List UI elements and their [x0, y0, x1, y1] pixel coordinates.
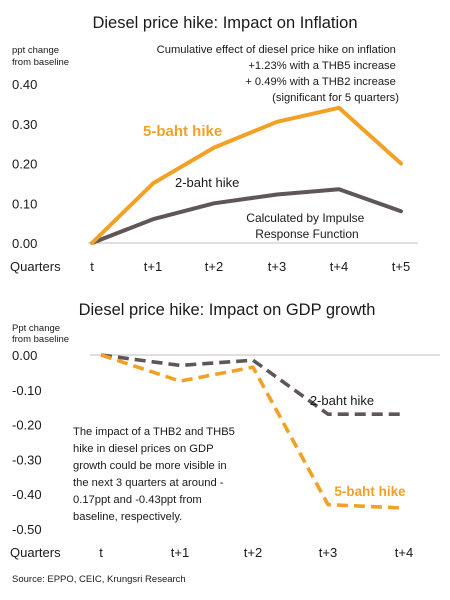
inflation-5-baht-label: 5-baht hike	[143, 123, 222, 140]
inflation-chart-title: Diesel price hike: Impact on Inflation	[92, 14, 357, 32]
gdp-5-baht-label: 5-baht hike	[334, 484, 406, 499]
inflation-note: Cumulative effect of diesel price hike o…	[157, 44, 400, 104]
gdp-y-tick-label: -0.20	[12, 418, 42, 433]
inflation-x-tick-label: t	[90, 259, 94, 274]
inflation-x-tick-label: t+3	[268, 259, 286, 274]
inflation-chart: Diesel price hike: Impact on Inflation p…	[10, 14, 418, 274]
inflation-x-tick-label: t+1	[144, 259, 162, 274]
gdp-x-tick-label: t+1	[171, 545, 189, 560]
inflation-y-tick-label: 0.20	[12, 157, 37, 172]
gdp-x-tick-label: t+3	[319, 545, 337, 560]
inflation-y-ticks: 0.00 0.10 0.20 0.30 0.40	[12, 77, 37, 251]
gdp-y-tick-label: -0.10	[12, 383, 42, 398]
inflation-y-tick-label: 0.10	[12, 196, 37, 211]
gdp-note: The impact of a THB2 and THB5 hike in di…	[73, 426, 238, 523]
inflation-x-tick-label: t+4	[330, 259, 348, 274]
gdp-note-line-2: hike in diesel prices on GDP	[73, 443, 213, 455]
gdp-series	[100, 353, 405, 510]
inflation-y-axis-label: ppt change from baseline	[12, 45, 69, 68]
inflation-x-axis-label: Quarters	[10, 259, 61, 274]
gdp-y-axis-label-line-2: from baseline	[12, 334, 69, 345]
gdp-note-line-1: The impact of a THB2 and THB5	[73, 426, 235, 438]
gdp-x-axis-label: Quarters	[10, 545, 61, 560]
gdp-x-tick-label: t	[99, 545, 103, 560]
inflation-y-tick-label: 0.00	[12, 236, 37, 251]
source-note: Source: EPPO, CEIC, Krungsri Research	[12, 574, 186, 585]
gdp-5-baht-hike-line	[100, 353, 405, 510]
inflation-y-axis-label-line-1: ppt change	[12, 45, 59, 56]
inflation-note-line-1: Cumulative effect of diesel price hike o…	[157, 44, 396, 56]
gdp-2-baht-hike-line	[100, 353, 404, 417]
gdp-note-line-4: the next 3 quarters at around -	[73, 477, 224, 489]
inflation-note-line-2: +1.23% with a THB5 increase	[248, 60, 396, 72]
inflation-y-tick-label: 0.30	[12, 117, 37, 132]
gdp-y-tick-label: -0.50	[12, 522, 42, 537]
gdp-x-tick-label: t+2	[244, 545, 262, 560]
inflation-method-note-line-2: Response Function	[255, 227, 358, 241]
gdp-y-tick-label: 0.00	[12, 348, 37, 363]
gdp-y-tick-label: -0.30	[12, 452, 42, 467]
gdp-x-tick-label: t+4	[395, 545, 413, 560]
gdp-y-axis-label: Ppt change from baseline	[12, 323, 69, 345]
gdp-y-tick-label: -0.40	[12, 487, 42, 502]
inflation-x-tick-label: t+5	[392, 259, 410, 274]
gdp-chart: Diesel price hike: Impact on GDP growth …	[10, 301, 440, 560]
gdp-note-line-5: 0.17ppt and -0.43ppt from	[73, 494, 202, 506]
inflation-x-ticks: t t+1 t+2 t+3 t+4 t+5	[90, 259, 410, 274]
inflation-note-line-4: (significant for 5 quarters)	[272, 92, 399, 104]
inflation-method-note-line-1: Calculated by Impulse	[246, 211, 364, 225]
inflation-y-axis-label-line-2: from baseline	[12, 57, 69, 68]
gdp-note-line-3: growth could be more visible in	[73, 460, 227, 472]
inflation-note-line-3: + 0.49% with a THB2 increase	[245, 76, 396, 88]
inflation-2-baht-hike-line	[90, 187, 403, 245]
inflation-y-tick-label: 0.40	[12, 77, 37, 92]
inflation-method-note: Calculated by Impulse Response Function	[246, 211, 367, 241]
inflation-2-baht-label: 2-baht hike	[175, 175, 239, 190]
gdp-y-axis-label-line-1: Ppt change	[12, 323, 60, 334]
gdp-2-baht-label: 2-baht hike	[310, 393, 374, 408]
inflation-x-tick-label: t+2	[205, 259, 223, 274]
gdp-y-ticks: 0.00 -0.10 -0.20 -0.30 -0.40 -0.50	[12, 348, 42, 537]
gdp-chart-title: Diesel price hike: Impact on GDP growth	[79, 301, 376, 319]
gdp-note-line-6: baseline, respectively.	[73, 511, 182, 523]
inflation-5-baht-hike-line	[90, 105, 403, 245]
gdp-x-ticks: t t+1 t+2 t+3 t+4	[99, 545, 413, 560]
inflation-series	[90, 105, 403, 245]
